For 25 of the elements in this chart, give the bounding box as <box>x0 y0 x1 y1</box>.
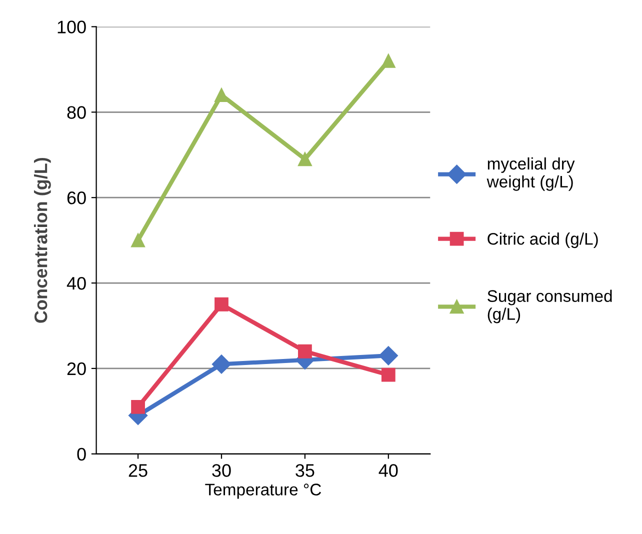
x-tick-label: 25 <box>128 464 148 477</box>
point <box>214 297 228 312</box>
legend-label: Citric acid (g/L) <box>488 232 598 248</box>
point <box>298 152 312 166</box>
x-axis-title: Temperature °C <box>205 484 322 499</box>
point <box>298 344 312 358</box>
x-tick-label: 30 <box>212 464 231 477</box>
x-tick-label: 40 <box>378 464 398 477</box>
y-tick-label: 80 <box>67 106 86 119</box>
point <box>214 88 228 102</box>
point <box>381 368 396 382</box>
legend-label: mycelial dry weight (g/L) <box>486 157 575 191</box>
x-tick-label: 35 <box>296 464 314 477</box>
point <box>131 400 145 414</box>
y-tick-label: 20 <box>67 362 86 376</box>
y-tick-label: 0 <box>77 448 86 461</box>
legend-label: Sugar consumed (g/L) <box>488 290 612 324</box>
y-tick-label: 100 <box>58 20 86 34</box>
point <box>131 233 145 248</box>
y-tick-label: 40 <box>66 276 86 290</box>
y-axis-title: Concentration (g/L) <box>34 158 51 323</box>
y-tick-label: 60 <box>67 192 86 204</box>
point <box>381 54 396 68</box>
point <box>378 346 398 366</box>
point <box>212 354 232 374</box>
